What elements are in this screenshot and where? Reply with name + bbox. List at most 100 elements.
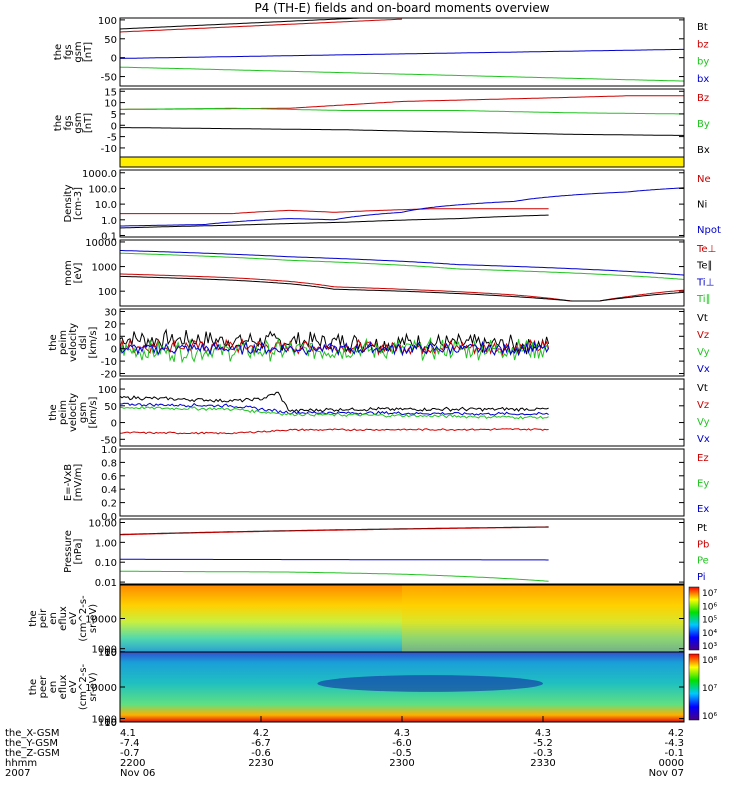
legend-Bt: Bt: [697, 22, 708, 33]
y-tick-label: 10: [104, 718, 117, 729]
legend-Vx: Vx: [697, 364, 710, 375]
legend-bz: bz: [697, 39, 709, 50]
y-tick-label: 0.01: [95, 578, 117, 589]
series-line-Ni: [119, 214, 549, 229]
x-axis-value: 4.2: [253, 728, 269, 739]
y-tick-label: 0.2: [101, 499, 117, 510]
colorbar-tick-label: 10⁶: [702, 712, 717, 722]
y-axis-label: sr-eV): [88, 672, 99, 701]
y-tick-label: 0: [111, 54, 117, 65]
x-axis-value: 2230: [248, 758, 273, 769]
x-axis-value: -0.6: [251, 748, 271, 759]
series-line-Vx: [120, 402, 549, 416]
x-axis-value: -6.0: [392, 738, 412, 749]
legend-Vy: Vy: [697, 417, 710, 428]
y-tick-label: 10: [104, 332, 117, 343]
y-tick-label: 1000: [92, 263, 117, 274]
legend-Pt: Pt: [697, 523, 707, 534]
y-axis-label: gsm: [73, 41, 84, 62]
y-axis-label: velocity: [68, 323, 79, 362]
x-axis-value: -5.2: [533, 738, 553, 749]
y-tick-label: 10000: [85, 238, 117, 249]
colorbar-tick-label: 10⁴: [702, 629, 717, 639]
series-line-Te∥: [120, 275, 685, 302]
panel-2: [119, 156, 685, 168]
x-axis-value: -0.1: [664, 748, 684, 759]
y-axis-label: [nT]: [83, 42, 94, 62]
x-axis-value: Nov 07: [649, 768, 684, 779]
y-axis-label: fgs: [63, 44, 74, 59]
y-axis-label: peir: [38, 608, 49, 628]
y-tick-label: -5: [107, 133, 117, 144]
y-tick-label: 100: [98, 287, 117, 298]
panel-frame: [119, 156, 685, 168]
y-tick-label: 15: [104, 87, 117, 98]
legend-Vt: Vt: [697, 383, 708, 394]
y-axis-label: en: [48, 612, 59, 625]
y-tick-label: 1.00: [95, 538, 117, 549]
series-line-Pe: [120, 570, 549, 582]
y-axis-label: en: [48, 681, 59, 694]
legend-Ez: Ez: [697, 453, 709, 464]
figure-title: P4 (TH-E) fields and on-board moments ov…: [254, 1, 550, 15]
panel-frame: [119, 308, 685, 377]
series-line-Ne: [120, 208, 549, 215]
y-axis-label: the: [48, 334, 59, 350]
legend-Pe: Pe: [697, 556, 709, 567]
y-axis-label: the: [48, 404, 59, 420]
y-axis-label: E=-VxB: [63, 464, 74, 501]
x-axis-value: -0.3: [533, 748, 553, 759]
y-tick-label: -50: [101, 73, 117, 84]
y-tick-label: -10: [101, 144, 117, 155]
series-line-Pb: [119, 526, 549, 536]
y-axis-label: fgs: [63, 115, 74, 130]
y-tick-label: 100.0: [88, 184, 117, 195]
legend-Vt: Vt: [697, 313, 708, 324]
x-axis-value: -6.7: [251, 738, 271, 749]
series-line-Vt: [119, 391, 549, 413]
colorbar: [688, 653, 700, 721]
colorbar: [688, 586, 700, 651]
y-axis-label: peim: [58, 330, 69, 355]
y-tick-label: 0.1: [101, 231, 117, 242]
y-tick-label: 0: [111, 419, 117, 430]
y-axis-label: peim: [58, 400, 69, 425]
x-axis-value: 4.1: [120, 728, 136, 739]
y-axis-label: velocity: [68, 393, 79, 432]
legend-Bx: Bx: [697, 145, 710, 156]
y-axis-label: eflux: [58, 606, 69, 631]
series-line-Bt: [119, 17, 402, 30]
panel-frame: [119, 448, 685, 517]
y-axis-label: the: [28, 610, 39, 626]
y-axis-label: (cm^2-s-: [78, 663, 89, 710]
legend-Vz: Vz: [697, 400, 709, 411]
spectrogram: [120, 585, 684, 652]
panel-frame: [119, 17, 685, 87]
y-axis-label: the: [28, 679, 39, 695]
legend-By: By: [697, 119, 710, 130]
panel-frame: [119, 518, 685, 585]
y-axis-label: [km/s]: [88, 396, 99, 428]
legend-Vz: Vz: [697, 330, 709, 341]
panel-0: 100 50 0 -50 the fgs gsm [nT] Bt bz by bx: [53, 16, 709, 87]
y-axis-label: eflux: [58, 675, 69, 700]
x-axis-value: 4.2: [668, 728, 684, 739]
colorbar-tick-label: 10⁸: [702, 656, 717, 666]
x-axis-row-label: 2007: [5, 768, 30, 779]
legend-Te⊥: Te⊥: [696, 244, 716, 255]
y-axis-label: eV: [68, 680, 79, 693]
legend-Ex: Ex: [697, 504, 709, 515]
y-tick-label: 100: [98, 385, 117, 396]
y-axis-label: eV: [68, 612, 79, 625]
panel-frame: [119, 378, 685, 447]
state-flag-bar: [120, 157, 684, 167]
x-axis-value: -7.4: [120, 738, 140, 749]
y-tick-label: 0: [111, 345, 117, 356]
y-axis-label: sr-eV): [88, 604, 99, 633]
y-tick-label: 50: [104, 402, 117, 413]
x-axis-value: 4.3: [394, 728, 410, 739]
x-axis-row-label: the_Y-GSM: [5, 738, 58, 749]
